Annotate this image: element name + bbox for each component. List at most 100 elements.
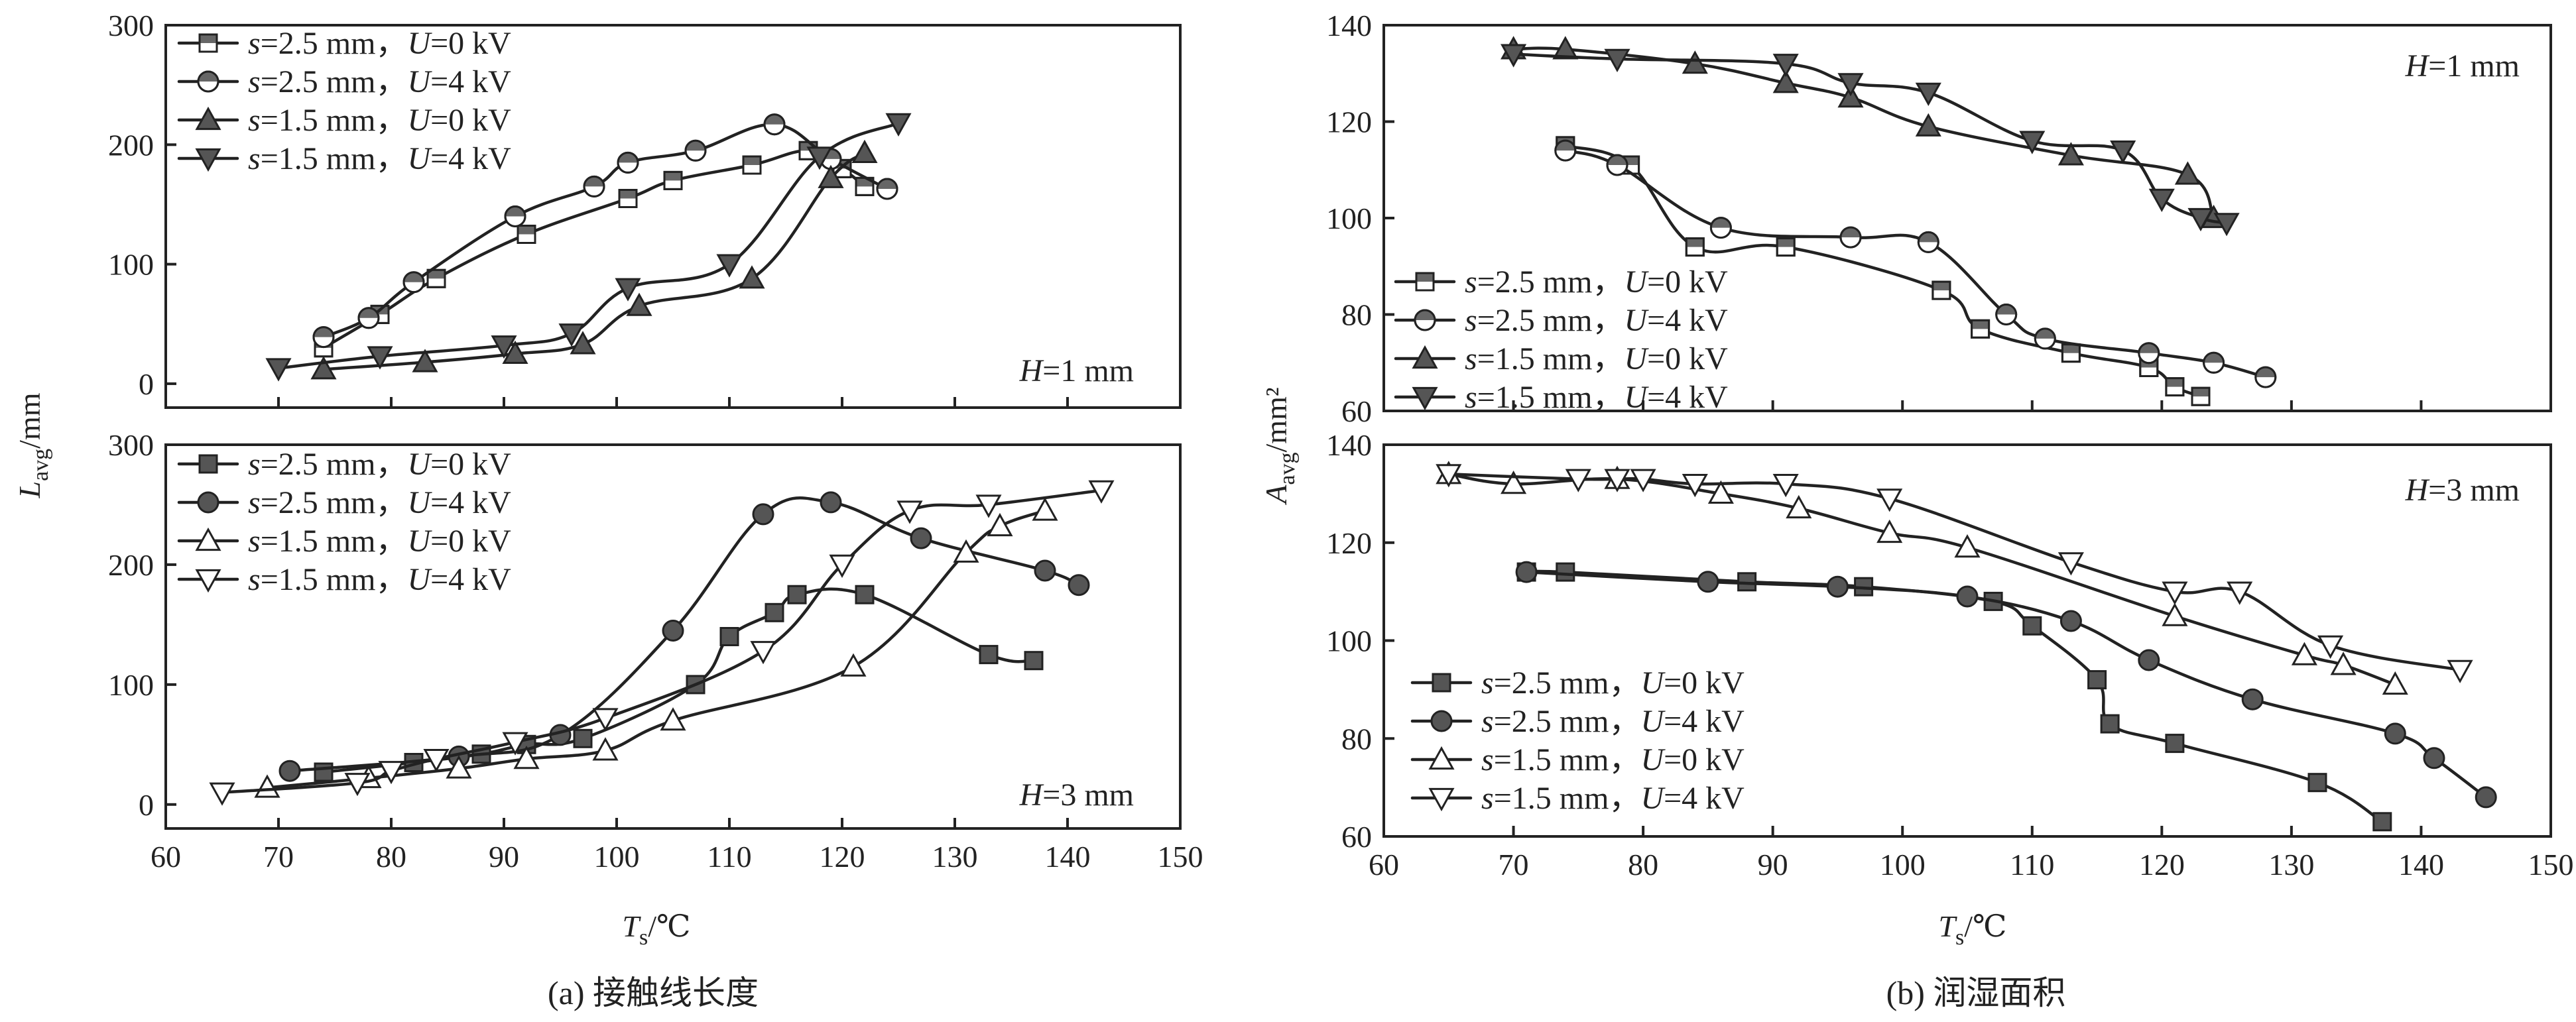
data-point-s2 — [2138, 342, 2160, 365]
data-point-s2 — [1068, 574, 1090, 596]
data-point-s2 — [910, 527, 932, 549]
data-point-s1 — [855, 585, 875, 604]
data-point-s4 — [975, 494, 1002, 518]
data-point-s2 — [2241, 688, 2264, 710]
y-tick-label: 200 — [108, 128, 154, 162]
data-point-s2 — [504, 205, 526, 227]
series-line-4 — [1512, 52, 2229, 225]
data-point-s3 — [1954, 534, 1981, 558]
y-tick-label: 140 — [1326, 9, 1372, 42]
data-point-s4 — [378, 761, 404, 785]
data-point-s1 — [2372, 812, 2392, 832]
x-tick-label: 110 — [2010, 848, 2054, 881]
data-point-s2 — [1956, 585, 1979, 608]
data-point-s1 — [314, 762, 334, 782]
legend-marker — [197, 70, 219, 93]
data-point-s3 — [1707, 480, 1734, 504]
y-tick-label: 80 — [1341, 722, 1372, 756]
data-point-s3 — [446, 755, 472, 779]
series-line-2 — [322, 123, 889, 339]
plot-frame — [164, 443, 1182, 830]
series-line-4 — [276, 121, 900, 370]
data-point-s1 — [573, 728, 593, 748]
data-point-s4 — [1630, 469, 1656, 492]
data-point-s4 — [423, 749, 450, 773]
series-line-2 — [1564, 148, 2268, 379]
series-line-4 — [220, 488, 1103, 794]
x-tick-label: 140 — [1045, 840, 1091, 874]
x-tick-label: 80 — [1628, 848, 1658, 881]
annotation-h: H=1 mm — [1019, 353, 1134, 388]
y-tick-label: 100 — [1326, 624, 1372, 658]
data-point-s4 — [209, 782, 235, 806]
data-point-s3 — [1915, 113, 1941, 137]
data-point-s3 — [987, 512, 1013, 537]
x-tick-label: 120 — [820, 840, 865, 874]
legend-marker — [1412, 386, 1438, 411]
legend-label: s=1.5 mm，U=4 kV — [1481, 781, 1745, 816]
y-tick-label: 0 — [139, 367, 154, 401]
data-point-s2 — [2034, 327, 2056, 350]
data-point-s2 — [1554, 139, 1577, 162]
data-point-s4 — [2317, 635, 2344, 659]
data-point-s2 — [1697, 571, 1719, 593]
data-point-s4 — [750, 641, 776, 665]
data-point-s2 — [2203, 351, 2225, 374]
data-point-s4 — [2057, 552, 2084, 576]
data-point-s2 — [402, 271, 425, 294]
data-point-s3 — [1837, 84, 1864, 108]
y-tick-label: 300 — [108, 9, 154, 42]
data-point-s3 — [1786, 494, 1812, 519]
data-point-s4 — [344, 773, 371, 797]
series-line-4 — [1447, 473, 2462, 672]
legend-marker — [1428, 787, 1455, 812]
legend-label: s=1.5 mm，U=4 kV — [248, 562, 511, 597]
legend-label: s=2.5 mm，U=0 kV — [248, 447, 511, 482]
data-point-s1 — [2022, 616, 2042, 636]
legend-label: s=2.5 mm，U=0 kV — [1481, 665, 1745, 701]
data-point-s4 — [1837, 73, 1864, 97]
y-tick-label: 100 — [108, 668, 154, 702]
legend-label: s=2.5 mm，U=4 kV — [248, 64, 511, 99]
data-point-s3 — [851, 139, 878, 163]
x-tick-label: 110 — [707, 840, 751, 874]
x-tick-label: 90 — [1758, 848, 1788, 881]
series-line-3 — [1512, 46, 2215, 220]
data-point-s3 — [2057, 142, 2084, 166]
data-point-s1 — [742, 155, 762, 175]
data-point-s2 — [278, 760, 301, 782]
data-point-s2 — [312, 326, 335, 349]
data-point-s3 — [1876, 519, 1903, 543]
data-point-s3 — [254, 774, 280, 798]
data-point-s1 — [2165, 734, 2185, 754]
data-point-s4 — [1436, 464, 1462, 488]
data-point-s1 — [2191, 386, 2211, 406]
data-point-s4 — [2019, 131, 2046, 154]
data-point-s3 — [592, 737, 619, 761]
chart-a-top: 0 100 200 300 s=2.5 mm，U=0 kVs=2.5 mm，U=4 kV… — [108, 9, 1182, 409]
legend-marker — [1430, 710, 1453, 732]
data-point-s3 — [310, 356, 337, 380]
x-tick-label: 90 — [489, 840, 519, 874]
y-tick-label: 0 — [139, 788, 154, 822]
data-point-s3 — [2330, 652, 2357, 675]
data-point-s1 — [663, 170, 683, 190]
data-point-s1 — [2087, 670, 2107, 690]
data-point-s2 — [752, 503, 774, 526]
data-point-s4 — [1565, 469, 1591, 492]
left-y-axis-label: Lavg/mm — [13, 392, 53, 498]
x-tick-label: 100 — [594, 840, 640, 874]
data-point-s4 — [1682, 474, 1708, 498]
data-point-s1 — [426, 268, 446, 288]
data-point-s2 — [1917, 231, 1939, 253]
data-point-s3 — [2162, 602, 2188, 626]
caption-a: (a) 接触线长度 — [548, 974, 759, 1011]
x-tick-label: 60 — [151, 840, 181, 874]
legend-marker — [1414, 309, 1436, 331]
data-point-s3 — [502, 340, 528, 364]
data-point-s2 — [617, 151, 639, 174]
data-point-s2 — [2475, 786, 2497, 809]
legend-label: s=2.5 mm，U=4 kV — [248, 485, 511, 520]
y-tick-label: 140 — [1326, 428, 1372, 462]
